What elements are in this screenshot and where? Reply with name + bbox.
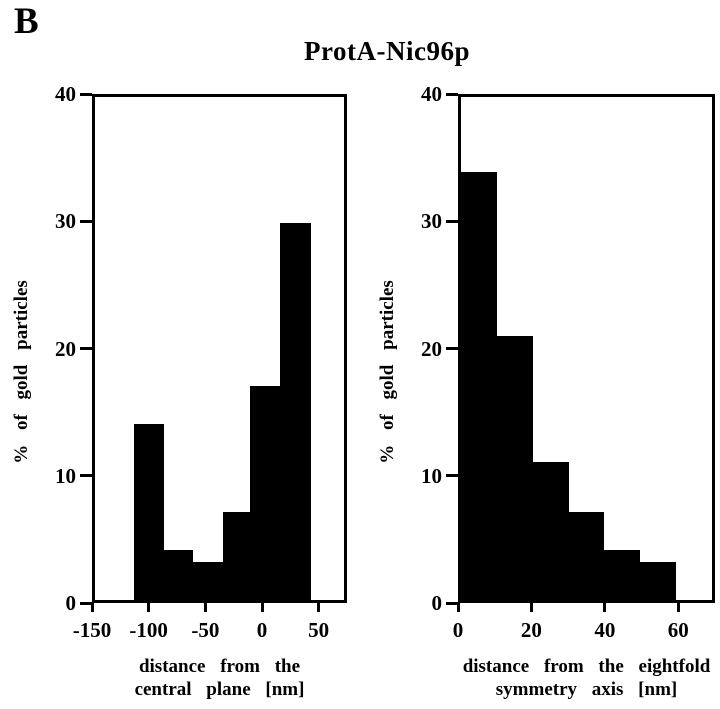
histogram-bar <box>640 562 677 600</box>
right-y-axis-label: % of gold particles <box>377 280 398 464</box>
x-tick-label: -150 <box>72 618 112 642</box>
y-tick-label: 10 <box>55 463 76 488</box>
y-tick-label: 0 <box>65 591 77 615</box>
histogram-bar <box>604 549 641 600</box>
y-axis-tick <box>80 92 92 96</box>
y-tick-label: 30 <box>55 209 76 234</box>
x-axis-tick <box>90 603 94 612</box>
figure-title: ProtA-Nic96p <box>304 36 470 66</box>
y-tick-label: 10 <box>421 463 442 488</box>
x-axis-tick <box>456 603 460 612</box>
y-tick-label: 40 <box>421 82 442 106</box>
x-axis-tick <box>203 603 207 612</box>
y-tick-label: 0 <box>431 591 443 615</box>
y-tick-label: 20 <box>421 336 442 361</box>
x-tick-label: -50 <box>191 618 220 642</box>
y-axis-tick <box>446 474 458 478</box>
left-x-axis-label: distance from the central plane [nm] <box>82 655 357 701</box>
x-axis-tick <box>147 603 151 612</box>
histogram-bar <box>133 423 164 600</box>
right-x-axis-label-line1: distance from the eightfold <box>462 656 711 677</box>
y-axis-tick <box>80 601 92 605</box>
y-axis-tick <box>446 219 458 223</box>
left-x-axis-label-line1: distance from the <box>138 656 301 677</box>
y-tick-label: 20 <box>55 336 76 361</box>
histogram-bar <box>222 511 251 600</box>
x-axis-tick <box>676 603 680 612</box>
right-x-axis-label: distance from the eightfold symmetry axi… <box>441 655 720 701</box>
x-tick-label: 40 <box>594 618 616 642</box>
x-tick-label: 20 <box>520 618 542 642</box>
left-histogram-plot <box>92 94 347 603</box>
x-axis-tick <box>603 603 607 612</box>
histogram-bar <box>280 222 312 600</box>
histogram-bar <box>532 461 569 600</box>
x-axis-tick <box>529 603 533 612</box>
histogram-bar <box>496 335 533 600</box>
right-x-axis-label-line2: symmetry axis [nm] <box>495 679 678 700</box>
y-axis-tick <box>80 347 92 350</box>
histogram-bar <box>568 511 605 600</box>
histogram-bar <box>250 386 281 600</box>
histogram-bar <box>461 172 497 600</box>
y-axis-tick <box>80 219 92 223</box>
x-tick-label: 0 <box>256 618 268 642</box>
y-axis-tick <box>446 601 458 605</box>
x-tick-label: 60 <box>667 618 689 642</box>
panel-label: B <box>14 1 39 42</box>
x-tick-label: -100 <box>129 618 168 642</box>
left-x-axis-label-line2: central plane [nm] <box>134 679 305 700</box>
left-y-axis-label: % of gold particles <box>11 280 32 464</box>
x-tick-label: 0 <box>452 618 464 642</box>
y-tick-label: 30 <box>421 209 442 234</box>
histogram-bar <box>163 549 194 600</box>
y-axis-tick <box>446 347 458 350</box>
histogram-bar <box>193 562 223 600</box>
x-axis-tick <box>317 603 321 612</box>
y-axis-tick <box>80 474 92 478</box>
right-histogram-plot <box>458 94 715 603</box>
x-axis-tick <box>260 603 264 612</box>
x-tick-label: 50 <box>308 618 330 642</box>
y-tick-label: 40 <box>55 82 76 106</box>
y-axis-tick <box>446 92 458 96</box>
